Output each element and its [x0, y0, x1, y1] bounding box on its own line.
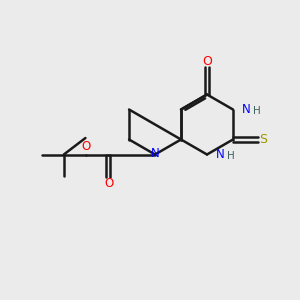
Text: H: H — [253, 106, 260, 116]
Text: H: H — [227, 151, 235, 161]
Text: N: N — [151, 147, 159, 160]
Text: N: N — [215, 148, 224, 161]
Text: O: O — [104, 177, 113, 190]
Text: S: S — [259, 133, 267, 146]
Text: N: N — [242, 103, 250, 116]
Text: O: O — [82, 140, 91, 154]
Text: O: O — [202, 55, 212, 68]
